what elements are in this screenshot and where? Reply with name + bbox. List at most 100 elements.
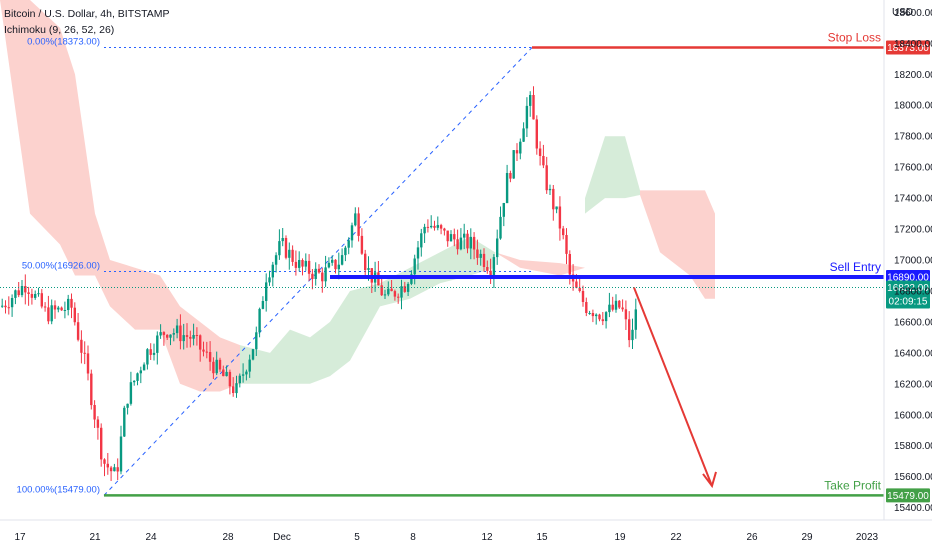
x-tick-label: 28 [222, 532, 234, 543]
candle-body [555, 206, 558, 210]
candle-body [357, 213, 360, 236]
time-axis: 17 21 24 28 Dec 5 8 12 15 19 22 26 29 2023 [0, 519, 932, 543]
x-tick-label: 8 [410, 532, 416, 543]
candle-body [27, 292, 30, 294]
candle-body [420, 233, 423, 248]
candle-body [469, 236, 472, 249]
candle-body [317, 268, 321, 273]
candle-body [86, 353, 90, 374]
candle-body [215, 359, 218, 374]
candle-body [321, 272, 324, 282]
candle-body [34, 294, 37, 298]
x-tick-label: 2023 [856, 532, 879, 543]
candle-body [291, 249, 294, 262]
cloud-bullish-segment [240, 236, 495, 384]
fib-level-label: 100.00%(15479.00) [17, 484, 100, 495]
candle-body [344, 247, 347, 256]
candle-body [146, 349, 149, 365]
candle-body [70, 298, 73, 308]
price-tag-label: 16890.00 [887, 273, 929, 284]
y-tick-label: 16200.00 [894, 379, 932, 390]
candle-body [628, 319, 631, 341]
candle-body [390, 288, 393, 292]
candle-body [608, 304, 611, 313]
candle-body [525, 105, 529, 129]
candle-body [542, 156, 545, 166]
y-tick-label: 16800.00 [894, 286, 932, 297]
candle-body [331, 259, 334, 263]
candle-body [294, 261, 298, 268]
candle-body [486, 267, 489, 271]
y-tick-label: 15400.00 [894, 503, 932, 514]
current-price-tag [886, 280, 930, 309]
countdown-label: 02:09:15 [889, 297, 928, 308]
candle-body [268, 277, 271, 283]
candle-body [515, 150, 519, 154]
candle-body [581, 291, 585, 302]
projection-arrow [633, 287, 717, 489]
candle-body [7, 307, 10, 309]
candle-body [218, 359, 222, 370]
candle-body [123, 407, 126, 437]
ichimoku-cloud [0, 0, 715, 392]
candle-body [548, 188, 552, 191]
candle-body [604, 312, 608, 322]
y-tick-label: 15600.00 [894, 472, 932, 483]
x-tick-label: 21 [89, 532, 101, 543]
candle-body [172, 333, 175, 335]
candle-body [453, 234, 456, 240]
candle-body [60, 307, 63, 311]
candle-body [482, 253, 486, 267]
candle-body [459, 237, 463, 250]
candle-body [307, 260, 311, 274]
candle-body [595, 314, 598, 317]
candle-body [14, 290, 17, 298]
candle-body [538, 148, 542, 156]
candle-body [476, 249, 479, 258]
candle-body [63, 310, 67, 311]
price-axis: USD 15400.00 15600.00 15800.00 16000.00 16200… [883, 0, 932, 520]
candle-body [159, 332, 162, 336]
candle-body [499, 216, 502, 239]
candle-body [433, 225, 436, 228]
candle-body [585, 302, 588, 313]
candle-body [387, 288, 390, 295]
candle-body [532, 95, 535, 120]
candle-body [430, 225, 433, 228]
candle-body [185, 335, 189, 337]
y-tick-label: 18600.00 [894, 8, 932, 19]
x-tick-label: 15 [536, 532, 548, 543]
candle-body [261, 301, 265, 309]
candle-body [364, 253, 367, 270]
candle-body [182, 335, 185, 342]
cloud-bullish-segment [585, 136, 640, 214]
candle-body [129, 382, 133, 404]
candle-body [380, 285, 383, 296]
price-tag [886, 40, 930, 55]
candle-body [222, 369, 225, 377]
candle-body [274, 255, 278, 265]
candle-body [304, 260, 307, 267]
candle-body [232, 386, 235, 393]
candle-body [519, 141, 522, 154]
x-tick-label: 12 [481, 532, 493, 543]
candle-body [479, 253, 482, 258]
candle-body [152, 352, 156, 355]
candle-body [265, 282, 268, 301]
candle-body [545, 165, 548, 191]
candle-body [80, 339, 83, 353]
candle-body [334, 259, 337, 270]
candle-body [50, 305, 53, 322]
candle-body [578, 287, 581, 291]
candle-body [565, 235, 568, 254]
candle-body [301, 260, 304, 267]
y-tick-label: 17400.00 [894, 194, 932, 205]
candle-body [278, 241, 281, 256]
candle-body [76, 322, 80, 340]
candle-body [618, 300, 621, 308]
candle-body [189, 336, 192, 339]
candle-body [598, 314, 601, 320]
candle-body [258, 308, 261, 333]
x-tick-label: 24 [145, 532, 157, 543]
